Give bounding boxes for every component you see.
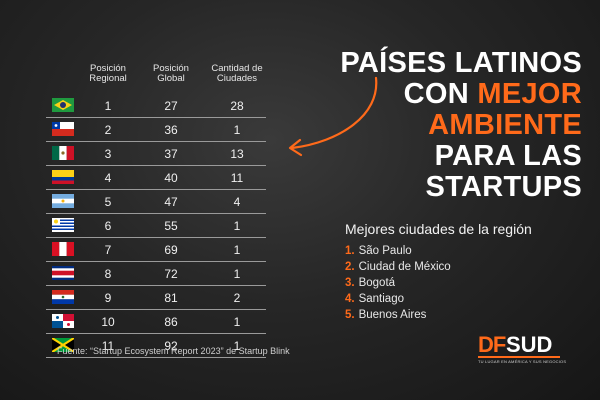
table-row: 3 37 13 (46, 142, 266, 166)
dfsud-logo: DF SUD TU LUGAR EN AMÉRICA Y SUS NEGOCIO… (478, 332, 567, 364)
list-item: 1. São Paulo (345, 245, 412, 257)
global-cell: 92 (164, 339, 178, 353)
table-row: 7 69 1 (46, 238, 266, 262)
logo-bar (478, 356, 560, 358)
argentina-flag (52, 194, 74, 208)
table-row: 11 92 1 (46, 334, 266, 358)
regional-cell: 9 (104, 291, 112, 305)
headline-line4: PARA LAS (434, 140, 582, 172)
table-header: Posición Regional Posición Global Cantid… (46, 64, 266, 92)
headline-line1: PAÍSES LATINOS (340, 47, 582, 79)
curved-arrow-icon (288, 76, 378, 157)
global-cell: 40 (164, 171, 178, 185)
brazil-flag (52, 98, 74, 112)
list-item: 5. Buenos Aires (345, 309, 427, 321)
regional-cell: 8 (104, 267, 112, 281)
table-body: 1 27 28 2 36 1 3 37 13 4 40 11 (46, 94, 266, 358)
jamaica-flag (52, 338, 74, 352)
peru-flag (52, 242, 74, 256)
global-cell: 47 (164, 195, 178, 209)
global-cell: 86 (164, 315, 178, 329)
ciudades-cell: 1 (233, 267, 241, 281)
costa-rica-flag (52, 266, 74, 280)
table-row: 2 36 1 (46, 118, 266, 142)
headline-line3: AMBIENTE (428, 109, 582, 141)
ciudades-cell: 1 (233, 219, 241, 233)
uruguay-flag (52, 218, 74, 232)
ciudades-cell: 1 (233, 243, 241, 257)
logo-df: DF (478, 332, 506, 357)
regional-cell: 5 (104, 195, 112, 209)
table-row: 10 86 1 (46, 310, 266, 334)
headline-line5: STARTUPS (425, 171, 582, 203)
table-row: 1 27 28 (46, 94, 266, 118)
ciudades-cell: 11 (230, 171, 244, 185)
cities-title: Mejores ciudades de la región (345, 221, 532, 237)
global-cell: 81 (164, 291, 178, 305)
global-cell: 55 (164, 219, 178, 233)
regional-cell: 10 (101, 315, 115, 329)
regional-cell: 1 (104, 99, 112, 113)
headline: PAÍSES LATINOS CON MEJOR AMBIENTE PARA L… (340, 48, 582, 203)
best-cities: Mejores ciudades de la región 1. São Paul… (345, 221, 595, 323)
regional-cell: 3 (104, 147, 112, 161)
regional-cell: 2 (104, 123, 112, 137)
global-cell: 69 (164, 243, 178, 257)
regional-cell: 6 (104, 219, 112, 233)
table-row: 5 47 4 (46, 190, 266, 214)
regional-cell: 4 (104, 171, 112, 185)
panama-flag (52, 314, 74, 328)
table-row: 9 81 2 (46, 286, 266, 310)
logo-sud: SUD (506, 332, 553, 357)
global-cell: 36 (164, 123, 178, 137)
ciudades-cell: 2 (233, 291, 241, 305)
ciudades-cell: 1 (233, 339, 241, 353)
ciudades-cell: 1 (233, 315, 241, 329)
paraguay-flag (52, 290, 74, 304)
global-cell: 72 (164, 267, 178, 281)
logo-tagline: TU LUGAR EN AMÉRICA Y SUS NEGOCIOS (478, 359, 567, 364)
header-regional: Posición Regional (89, 63, 127, 84)
table-row: 6 55 1 (46, 214, 266, 238)
table-row: 4 40 11 (46, 166, 266, 190)
colombia-flag (52, 170, 74, 184)
table-row: 8 72 1 (46, 262, 266, 286)
header-global: Posición Global (153, 63, 189, 84)
header-ciudades: Cantidad de Ciudades (211, 63, 263, 84)
global-cell: 37 (164, 147, 178, 161)
ciudades-cell: 13 (230, 147, 244, 161)
headline-line2: CON MEJOR (403, 78, 582, 110)
list-item: 3. Bogotá (345, 277, 396, 289)
list-item: 2. Ciudad de México (345, 261, 451, 273)
ciudades-cell: 1 (233, 123, 241, 137)
regional-cell: 11 (101, 339, 115, 353)
regional-cell: 7 (104, 243, 112, 257)
ciudades-cell: 4 (233, 195, 241, 209)
source-note: Fuente: “Startup Ecosystem Report 2023” … (57, 346, 290, 356)
chile-flag (52, 122, 74, 136)
ciudades-cell: 28 (230, 99, 244, 113)
list-item: 4. Santiago (345, 293, 404, 305)
ranking-table: Posición Regional Posición Global Cantid… (46, 64, 266, 358)
mexico-flag (52, 146, 74, 160)
global-cell: 27 (164, 99, 178, 113)
